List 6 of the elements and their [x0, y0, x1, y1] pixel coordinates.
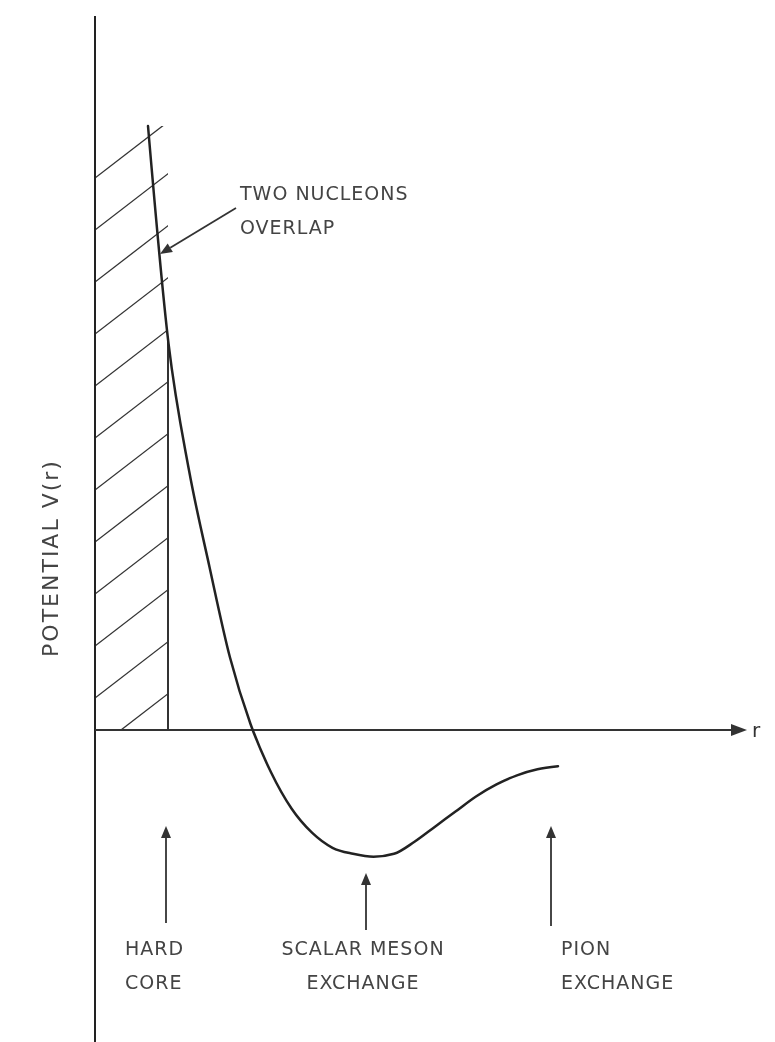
text: PION EXCHANGE [561, 937, 675, 993]
annotation: TWO NUCLEONS OVERLAP [239, 182, 409, 238]
text: HARD CORE [125, 937, 185, 993]
y-axis-title: POTENTIAL V(r) [38, 459, 63, 657]
text: SCALAR MESON EXCHANGE [281, 937, 445, 993]
text: r [752, 718, 761, 742]
